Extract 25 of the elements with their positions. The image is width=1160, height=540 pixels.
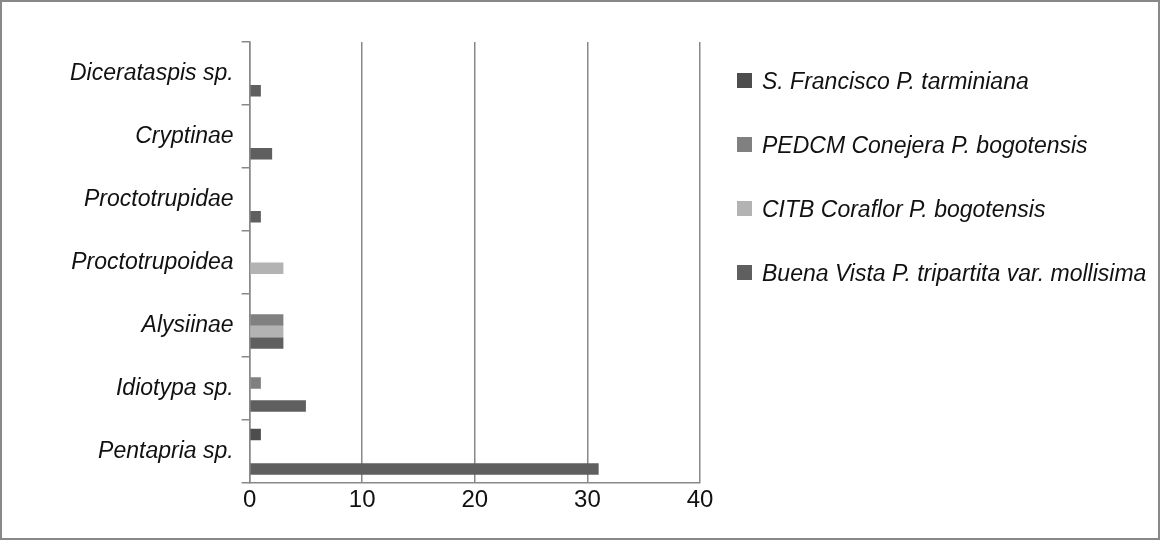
- legend-label: CITB Coraflor P. bogotensis: [762, 195, 1046, 224]
- y-tick-label: Proctotrupidae: [84, 184, 234, 211]
- legend-label: PEDCM Conejera P. bogotensis: [762, 131, 1088, 160]
- legend-label: S. Francisco P. tarminiana: [762, 67, 1029, 96]
- x-tick-label: 0: [242, 485, 257, 513]
- y-tick-label: Proctotrupoidea: [71, 247, 234, 274]
- x-tick-label: 20: [461, 485, 489, 513]
- y-tick-label: Pentapria sp.: [98, 437, 234, 464]
- y-tick-label: Dicerataspis sp.: [69, 58, 234, 85]
- x-tick-label: 10: [348, 485, 376, 513]
- bar: [250, 85, 261, 97]
- y-tick-label: Cryptinae: [135, 121, 234, 148]
- bar: [250, 211, 261, 223]
- bar: [250, 325, 284, 338]
- legend-label: Buena Vista P. tripartita var. mollisima: [762, 259, 1147, 288]
- x-tick-label: 30: [574, 485, 601, 513]
- bar: [250, 400, 306, 412]
- bar: [250, 463, 599, 475]
- bar: [250, 262, 284, 275]
- bar: [250, 337, 284, 349]
- bar: [250, 428, 261, 441]
- y-tick-label: Alysiinae: [139, 311, 234, 338]
- x-tick-label: 40: [686, 485, 714, 513]
- bar: [250, 148, 273, 160]
- y-tick-label: Idiotypa sp.: [115, 374, 234, 401]
